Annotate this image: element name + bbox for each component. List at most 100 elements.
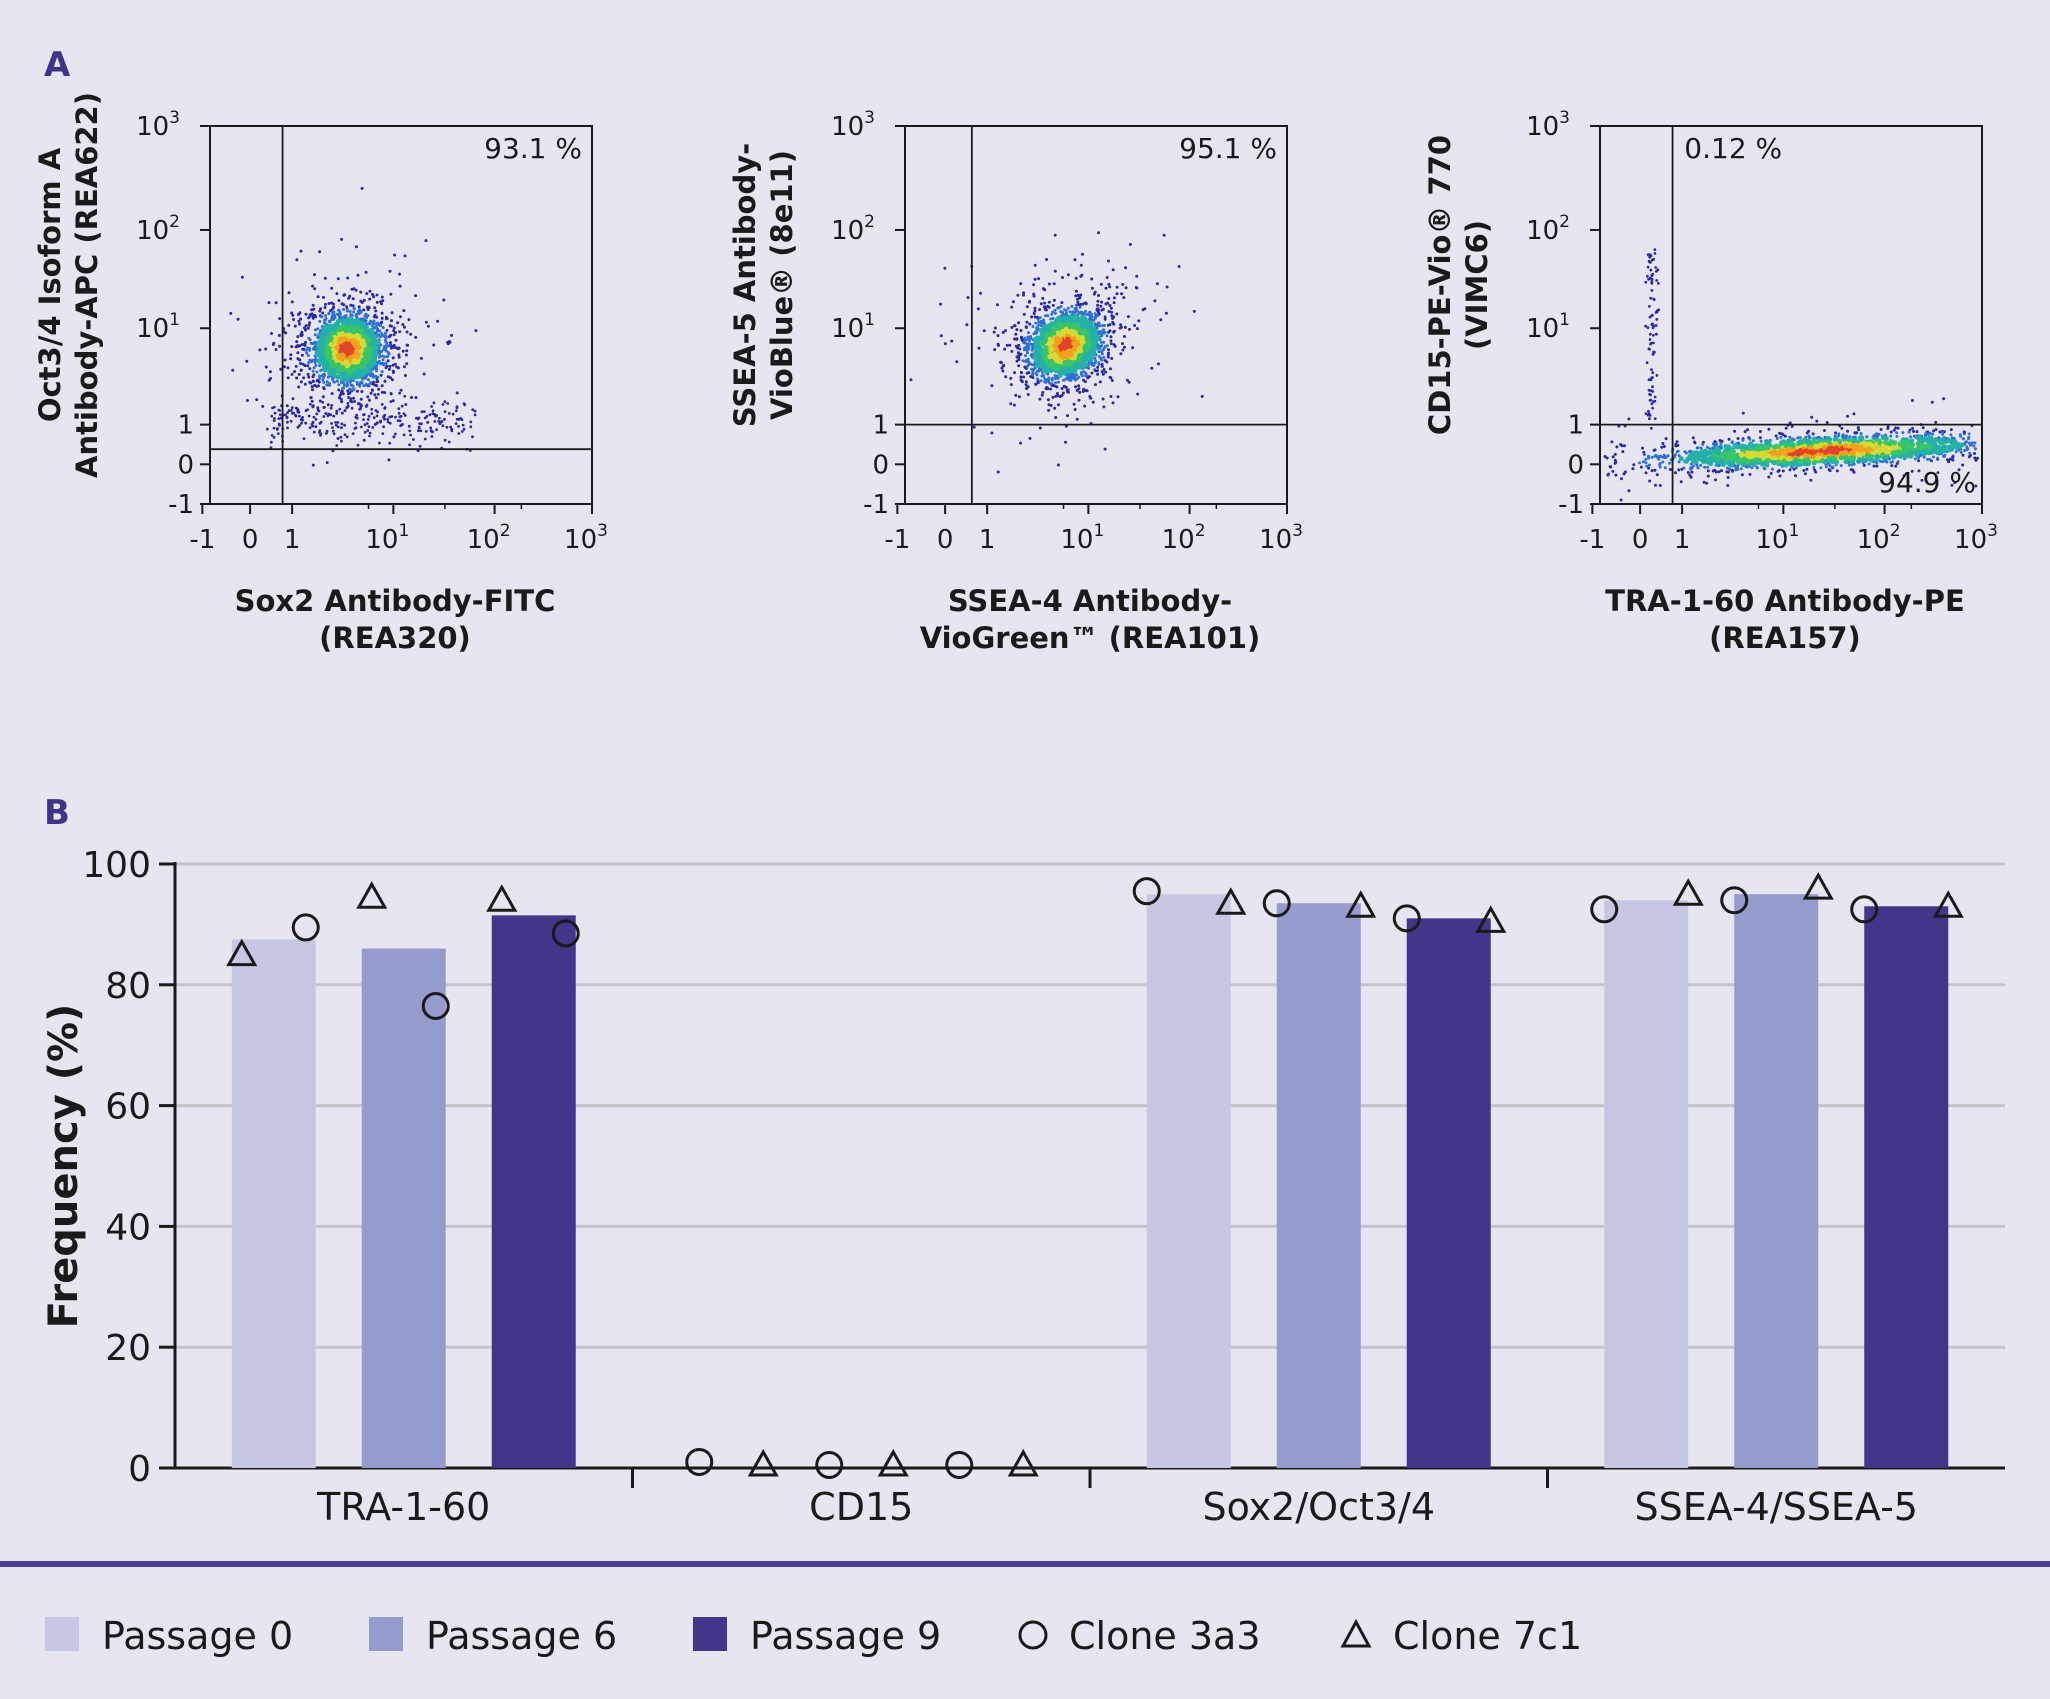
density-point — [910, 378, 913, 381]
density-point — [1022, 376, 1025, 379]
density-point — [1873, 465, 1876, 468]
density-point — [1100, 283, 1103, 286]
density-point — [1892, 440, 1897, 445]
density-point — [1939, 431, 1942, 434]
density-point — [324, 345, 329, 350]
density-point — [1909, 435, 1912, 438]
density-point — [362, 352, 367, 357]
density-point — [386, 418, 389, 421]
density-point — [1806, 438, 1811, 443]
density-point — [293, 370, 296, 373]
density-point — [311, 359, 314, 362]
density-point — [1757, 458, 1762, 463]
density-point — [403, 395, 406, 398]
density-point — [1159, 318, 1162, 321]
density-point — [1062, 379, 1065, 382]
density-point — [313, 287, 316, 290]
density-point — [1736, 468, 1739, 471]
x-tick-label: 0 — [937, 525, 954, 555]
density-point — [1024, 354, 1027, 357]
density-point — [1677, 468, 1680, 471]
density-point — [1015, 328, 1018, 331]
density-point — [381, 317, 384, 320]
density-point — [1955, 450, 1958, 453]
density-point — [1033, 355, 1038, 360]
density-point — [1728, 438, 1731, 441]
density-point — [1115, 313, 1118, 316]
density-point — [1678, 454, 1681, 457]
density-point — [1766, 453, 1771, 458]
density-point — [1080, 371, 1083, 374]
density-point — [298, 415, 301, 418]
density-point — [1040, 324, 1043, 327]
density-point — [1614, 459, 1617, 462]
density-point — [370, 408, 373, 411]
density-point — [299, 362, 302, 365]
density-point — [1071, 373, 1074, 376]
density-point — [1013, 404, 1016, 407]
density-point — [382, 348, 385, 351]
density-point — [400, 423, 403, 426]
density-point — [1035, 329, 1038, 332]
density-point — [392, 370, 395, 373]
density-point — [1009, 377, 1012, 380]
density-point — [385, 365, 388, 368]
density-point — [1098, 330, 1101, 333]
density-point — [324, 314, 327, 317]
density-point — [1129, 243, 1132, 246]
density-point — [1620, 499, 1623, 502]
density-point — [1022, 359, 1025, 362]
density-point — [1027, 363, 1030, 366]
density-point — [1061, 312, 1064, 315]
density-point — [1116, 292, 1119, 295]
quadrant-percentage: 95.1 % — [1179, 132, 1277, 165]
density-point — [352, 311, 355, 314]
density-point — [1081, 339, 1086, 344]
density-point — [1688, 474, 1691, 477]
density-point — [1703, 481, 1706, 484]
density-point — [317, 384, 320, 387]
density-point — [315, 371, 318, 374]
density-point — [1804, 472, 1807, 475]
density-point — [371, 389, 374, 392]
density-point — [344, 328, 349, 333]
density-point — [1109, 376, 1112, 379]
density-point — [308, 381, 311, 384]
density-point — [377, 323, 380, 326]
density-point — [356, 335, 361, 340]
density-point — [389, 293, 392, 296]
density-point — [344, 361, 349, 366]
density-point — [423, 373, 426, 376]
density-point — [301, 354, 304, 357]
density-point — [300, 422, 303, 425]
density-point — [1073, 344, 1078, 349]
density-point — [1659, 484, 1662, 487]
density-point — [1083, 405, 1086, 408]
density-point — [1133, 324, 1136, 327]
density-point — [1099, 380, 1102, 383]
density-point — [348, 316, 353, 321]
density-point — [373, 320, 376, 323]
density-point — [1868, 442, 1873, 447]
density-point — [1968, 442, 1971, 445]
density-point — [1067, 273, 1070, 276]
density-point — [950, 340, 953, 343]
density-point — [1887, 441, 1892, 446]
density-point — [457, 425, 460, 428]
density-point — [1020, 371, 1023, 374]
density-point — [1163, 234, 1166, 237]
density-point — [1689, 450, 1692, 453]
density-point — [301, 348, 304, 351]
density-point — [1075, 290, 1078, 293]
density-point — [1075, 277, 1078, 280]
density-point — [1085, 373, 1088, 376]
density-point — [381, 370, 384, 373]
density-point — [1836, 469, 1839, 472]
density-point — [359, 300, 362, 303]
density-point — [1050, 404, 1053, 407]
density-point — [469, 425, 472, 428]
density-point — [1739, 452, 1744, 457]
density-point — [384, 335, 387, 338]
density-point — [449, 426, 452, 429]
y-tick-label: 103 — [831, 108, 875, 142]
